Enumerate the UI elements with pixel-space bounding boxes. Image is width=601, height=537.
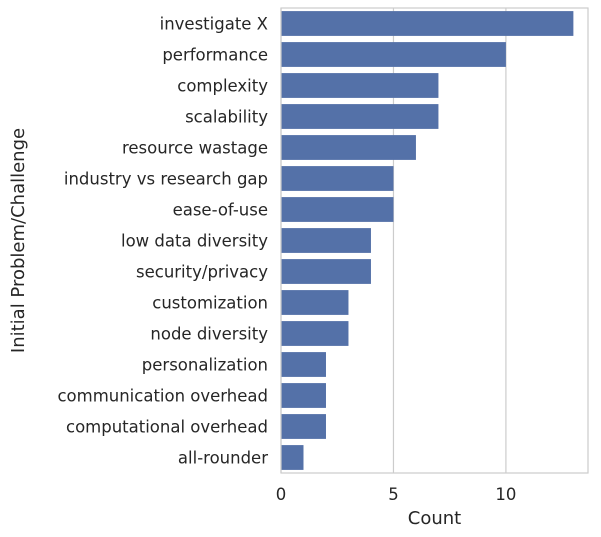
x-tick-labels: 0 5 10 [276, 485, 517, 504]
bar [281, 321, 349, 346]
x-tick-label: 5 [388, 485, 399, 504]
bar [281, 290, 349, 315]
bar [281, 414, 326, 439]
bar [281, 166, 394, 191]
category-label: communication overhead [57, 387, 268, 406]
bar [281, 135, 416, 160]
bar [281, 197, 394, 222]
bars [281, 11, 574, 470]
x-axis-label: Count [408, 508, 461, 529]
plot-frame [280, 7, 589, 474]
category-label: resource wastage [122, 139, 268, 158]
category-label: low data diversity [121, 232, 268, 251]
bar [281, 383, 326, 408]
bar [281, 352, 326, 377]
y-axis-label: Initial Problem/Challenge [8, 128, 29, 353]
category-label: customization [152, 294, 268, 313]
category-label: scalability [185, 108, 268, 127]
category-label: complexity [177, 77, 268, 96]
category-labels: investigate X performance complexity scalab… [57, 15, 268, 468]
category-label: performance [162, 46, 268, 65]
bar [281, 42, 506, 67]
category-label: investigate X [160, 15, 268, 34]
bar [281, 104, 439, 129]
bar [281, 259, 371, 284]
category-label: all-rounder [178, 449, 268, 468]
category-label: industry vs research gap [64, 170, 268, 189]
category-label: security/privacy [136, 263, 268, 282]
category-label: computational overhead [66, 418, 268, 437]
bar [281, 73, 439, 98]
category-label: personalization [142, 356, 268, 375]
category-label: ease-of-use [173, 201, 268, 220]
bar [281, 445, 304, 470]
bar [281, 228, 371, 253]
category-label: node diversity [150, 325, 268, 344]
x-tick-label: 0 [276, 485, 287, 504]
x-tick-label: 10 [495, 485, 516, 504]
bar [281, 11, 574, 36]
